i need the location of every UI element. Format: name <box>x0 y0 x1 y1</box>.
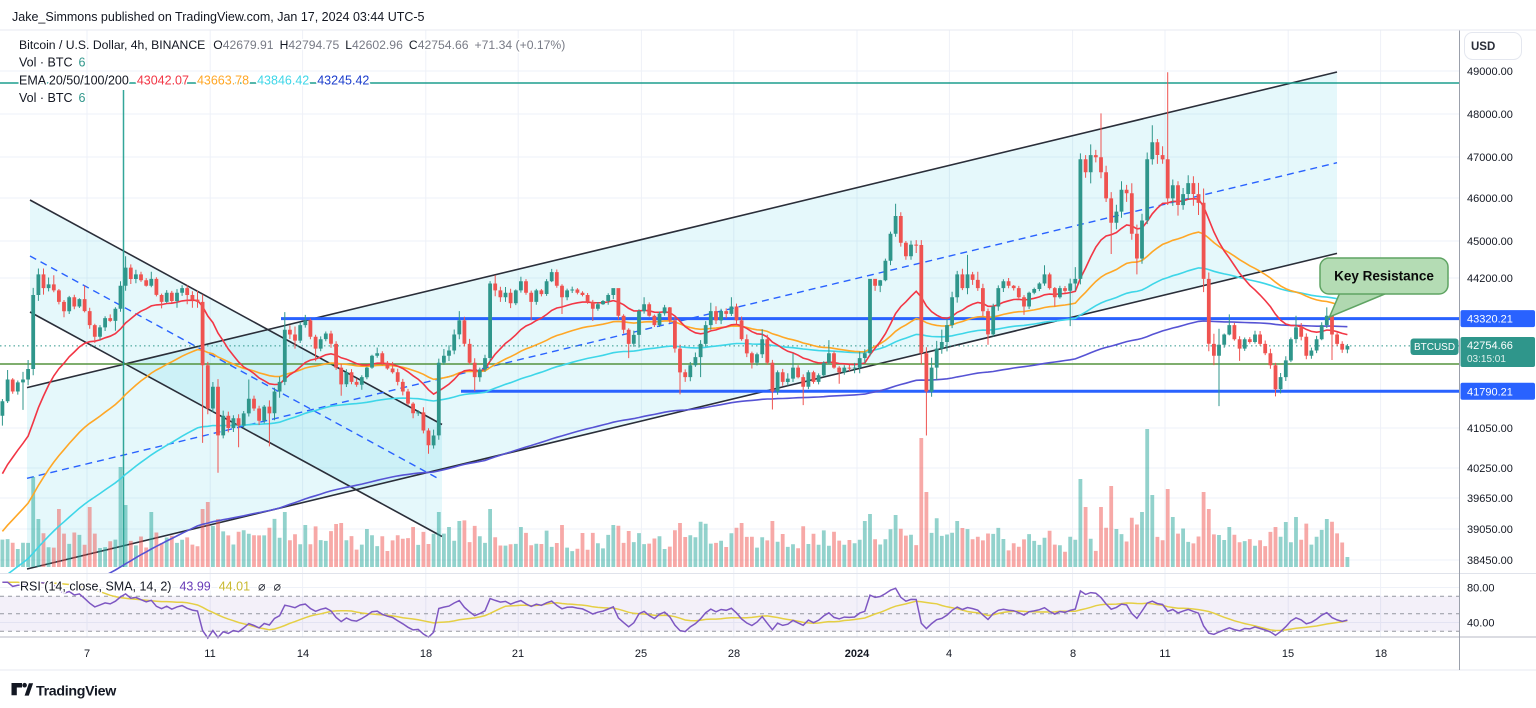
svg-text:25: 25 <box>635 648 647 660</box>
svg-text:15: 15 <box>1282 648 1294 660</box>
svg-text:18: 18 <box>1375 648 1387 660</box>
svg-text:47000.00: 47000.00 <box>1467 152 1513 164</box>
svg-text:8: 8 <box>1070 648 1076 660</box>
svg-text:43320.21: 43320.21 <box>1467 314 1513 326</box>
svg-text:28: 28 <box>728 648 740 660</box>
svg-text:11: 11 <box>204 648 215 660</box>
svg-text:Bitcoin / U.S. Dollar, 4h, BIN: Bitcoin / U.S. Dollar, 4h, BINANCE O42679… <box>19 38 565 52</box>
svg-text:40250.00: 40250.00 <box>1467 463 1513 475</box>
svg-text:48000.00: 48000.00 <box>1467 109 1513 121</box>
svg-text:2024: 2024 <box>845 648 870 660</box>
svg-text:03:15:01: 03:15:01 <box>1467 354 1506 365</box>
svg-text:49000.00: 49000.00 <box>1467 66 1513 78</box>
svg-text:14: 14 <box>297 648 309 660</box>
svg-text:7: 7 <box>84 648 90 660</box>
svg-text:18: 18 <box>420 648 432 660</box>
svg-text:39650.00: 39650.00 <box>1467 493 1513 505</box>
svg-text:40.00: 40.00 <box>1467 618 1495 630</box>
svg-text:38450.00: 38450.00 <box>1467 555 1513 567</box>
svg-text:80.00: 80.00 <box>1467 583 1495 595</box>
svg-text:Key Resistance: Key Resistance <box>1334 269 1434 284</box>
svg-text:45000.00: 45000.00 <box>1467 236 1513 248</box>
svg-text:42754.66: 42754.66 <box>1467 340 1513 352</box>
svg-text:41050.00: 41050.00 <box>1467 423 1513 435</box>
svg-text:TradingView: TradingView <box>36 684 117 700</box>
svg-text:Jake_Simmons published on Trad: Jake_Simmons published on TradingView.co… <box>12 10 425 24</box>
svg-text:BTCUSD: BTCUSD <box>1414 342 1455 353</box>
svg-text:21: 21 <box>512 648 524 660</box>
svg-text:4: 4 <box>946 648 952 660</box>
svg-text:39050.00: 39050.00 <box>1467 524 1513 536</box>
svg-text:41790.21: 41790.21 <box>1467 386 1513 398</box>
svg-text:46000.00: 46000.00 <box>1467 193 1513 205</box>
svg-text:11: 11 <box>1159 648 1170 660</box>
svg-text:RSI (14, close, SMA, 14, 2)43.: RSI (14, close, SMA, 14, 2) 43.99 44.01 ⌀ ⌀ <box>20 580 282 594</box>
svg-text:44200.00: 44200.00 <box>1467 273 1513 285</box>
svg-text:USD: USD <box>1471 41 1495 53</box>
